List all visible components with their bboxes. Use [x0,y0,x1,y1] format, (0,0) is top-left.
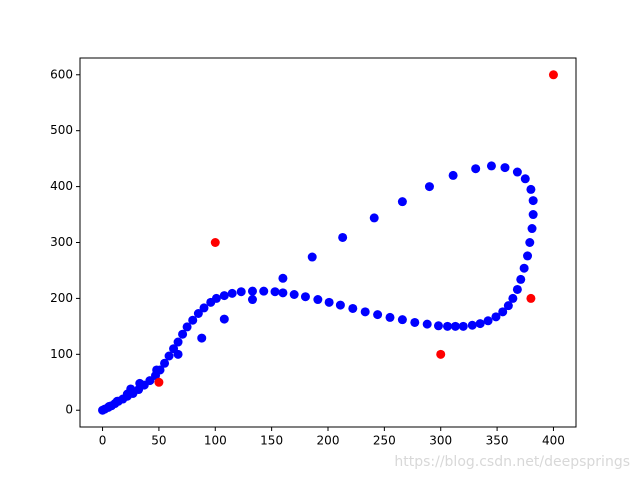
point [219,291,229,301]
point [467,320,477,330]
point [475,319,485,329]
point [436,349,446,359]
point [182,322,192,332]
point [104,401,114,411]
point [197,333,207,343]
x-tick-label: 400 [542,434,565,448]
point [278,288,288,298]
point [199,303,209,313]
point [397,197,407,207]
point [519,263,529,273]
point [135,378,145,388]
point [219,314,229,324]
point [188,315,198,325]
point [164,351,174,361]
point [397,315,407,325]
point [491,312,501,322]
point [289,289,299,299]
point [526,184,536,194]
point [173,349,183,359]
x-tick-label: 50 [151,434,166,448]
point [523,251,533,261]
x-tick-label: 200 [317,434,340,448]
point [247,286,257,296]
point [508,293,518,303]
point [360,307,370,317]
point [338,232,348,242]
point [313,295,323,305]
y-tick-label: 400 [50,179,73,193]
x-tick-label: 300 [429,434,452,448]
point [369,213,379,223]
y-tick-label: 200 [50,291,73,305]
point [348,303,358,313]
point [512,167,522,177]
x-tick-label: 350 [486,434,509,448]
point [433,321,443,331]
point [458,321,468,331]
point [173,337,183,347]
point [270,287,280,297]
point [193,309,203,319]
point [503,301,513,311]
point [385,312,395,322]
point [236,287,246,297]
point [160,358,170,368]
point [500,163,510,173]
point [520,174,530,184]
point [122,389,132,399]
point [307,252,317,262]
point [424,182,434,192]
y-tick-label: 300 [50,235,73,249]
x-tick-label: 250 [373,434,396,448]
point [526,293,536,303]
point [528,210,538,220]
point [211,293,221,303]
x-tick-label: 0 [99,434,107,448]
point [525,238,535,247]
point [178,329,188,339]
point [483,316,493,326]
point [259,286,269,296]
point [247,295,257,305]
point [450,321,460,331]
point [152,365,162,375]
point [154,377,164,387]
point [516,274,526,284]
point [373,310,383,320]
point [528,196,538,206]
point [227,288,237,298]
point [442,321,452,331]
point [498,307,508,317]
point [422,319,432,329]
point [471,164,481,174]
y-tick-label: 600 [50,67,73,81]
y-tick-label: 100 [50,347,73,361]
point [486,161,496,171]
x-tick-label: 100 [204,434,227,448]
point [335,300,345,310]
point [548,70,558,80]
point [324,297,334,307]
point [410,317,420,327]
point [527,224,537,234]
point [300,292,310,302]
point [512,284,522,294]
point [278,273,288,283]
point [210,238,220,247]
y-tick-label: 500 [50,123,73,137]
point [112,396,122,406]
point [448,170,458,180]
watermark: https://blog.csdn.net/deepsprings [394,454,630,470]
x-tick-label: 150 [260,434,283,448]
y-tick-label: 0 [65,403,73,417]
